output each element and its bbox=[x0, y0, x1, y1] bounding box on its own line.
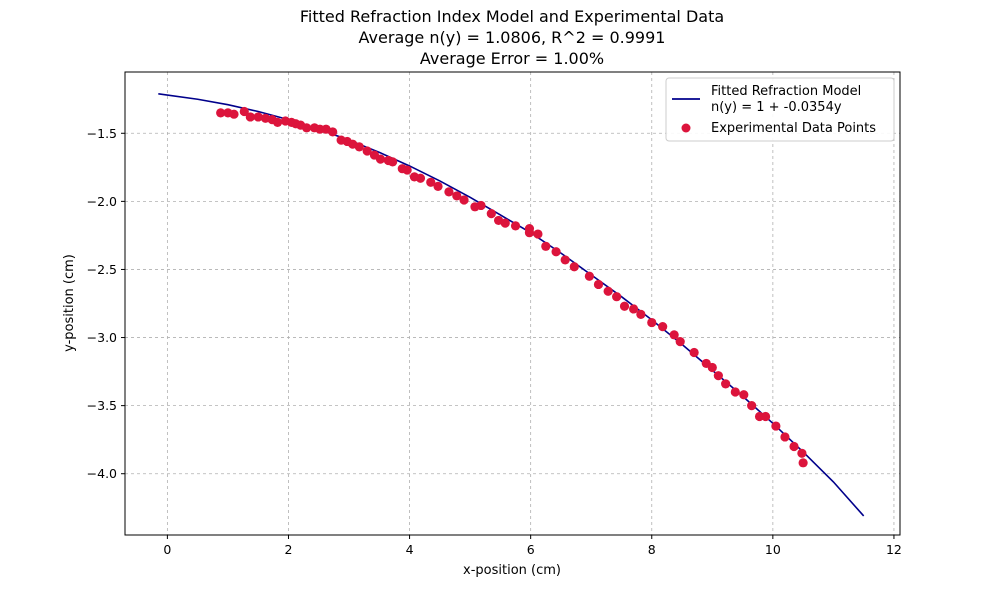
data-point bbox=[253, 112, 263, 122]
data-point bbox=[375, 154, 386, 164]
data-point bbox=[689, 347, 699, 358]
data-point bbox=[500, 218, 510, 228]
data-point bbox=[426, 177, 436, 187]
data-point bbox=[658, 322, 668, 332]
data-point bbox=[612, 292, 622, 302]
x-tick-label: 4 bbox=[406, 542, 414, 557]
x-tick-label: 0 bbox=[163, 542, 171, 557]
y-tick-label: −3.0 bbox=[87, 330, 117, 345]
data-point bbox=[362, 146, 372, 156]
legend-box bbox=[665, 77, 895, 142]
data-point bbox=[533, 229, 543, 239]
x-tick-label: 10 bbox=[765, 542, 781, 557]
y-tick-label: −2.5 bbox=[87, 262, 117, 277]
data-point bbox=[721, 379, 731, 389]
grid bbox=[125, 72, 900, 535]
data-point bbox=[593, 279, 604, 290]
data-point bbox=[760, 411, 771, 422]
data-point bbox=[388, 157, 398, 167]
title-line-2: Average n(y) = 1.0806, R^2 = 0.9991 bbox=[359, 28, 666, 47]
y-axis-label: y-position (cm) bbox=[62, 254, 77, 352]
data-point bbox=[415, 173, 426, 183]
data-point bbox=[669, 330, 679, 340]
data-point bbox=[328, 127, 338, 137]
fit-layer bbox=[158, 92, 865, 517]
x-tick-label: 2 bbox=[285, 542, 293, 557]
y-tick-label: −2.0 bbox=[87, 194, 117, 209]
data-point bbox=[524, 228, 535, 238]
data-point bbox=[302, 123, 312, 133]
data-point bbox=[628, 304, 639, 314]
y-tick-label: −1.5 bbox=[87, 126, 117, 141]
data-point bbox=[603, 286, 613, 296]
legend-fit-label-line-2: n(y) = 1 + -0.0354y bbox=[711, 100, 842, 115]
title-line-3: Average Error = 1.00% bbox=[420, 49, 604, 68]
data-point bbox=[569, 262, 579, 272]
y-tick-label: −4.0 bbox=[87, 466, 117, 481]
legend-points-swatch bbox=[681, 123, 691, 133]
data-point bbox=[636, 309, 646, 319]
data-point bbox=[510, 221, 521, 231]
legend-points-label: Experimental Data Points bbox=[711, 121, 876, 136]
data-point bbox=[551, 247, 561, 257]
data-point bbox=[433, 181, 443, 191]
data-point bbox=[789, 441, 799, 452]
data-point bbox=[797, 448, 807, 458]
x-tick-label: 12 bbox=[886, 542, 902, 557]
data-point bbox=[459, 195, 469, 205]
data-point bbox=[647, 317, 657, 328]
legend-fit-label-line-1: Fitted Refraction Model bbox=[711, 84, 861, 99]
data-point bbox=[584, 271, 594, 281]
y-ticks: −1.5 −2.0 −2.5 −3.0 −3.5 −4.0 bbox=[87, 126, 125, 481]
data-point bbox=[747, 401, 757, 411]
data-point bbox=[780, 432, 790, 442]
data-point bbox=[245, 112, 255, 122]
x-ticks: 0 2 4 6 8 10 12 bbox=[163, 535, 902, 557]
data-point bbox=[739, 390, 749, 400]
x-axis-label: x-position (cm) bbox=[463, 563, 561, 578]
data-point bbox=[541, 241, 551, 251]
points-layer bbox=[216, 106, 808, 468]
data-point bbox=[713, 371, 723, 381]
data-point bbox=[229, 109, 239, 119]
data-point bbox=[486, 209, 496, 219]
x-tick-label: 6 bbox=[527, 542, 535, 557]
chart-title: Fitted Refraction Index Model and Experi… bbox=[300, 7, 724, 68]
data-point bbox=[452, 191, 462, 201]
data-point bbox=[216, 108, 226, 118]
data-point bbox=[239, 106, 249, 117]
data-point bbox=[354, 142, 364, 152]
data-point bbox=[675, 337, 685, 347]
data-point bbox=[798, 458, 808, 468]
data-point bbox=[619, 301, 630, 311]
data-point bbox=[402, 165, 412, 175]
legend: Fitted Refraction Model n(y) = 1 + -0.03… bbox=[665, 77, 895, 142]
x-tick-label: 8 bbox=[648, 542, 656, 557]
y-tick-label: −3.5 bbox=[87, 398, 117, 413]
data-point bbox=[476, 200, 486, 211]
data-point bbox=[771, 421, 781, 431]
data-point bbox=[560, 255, 570, 265]
data-point bbox=[444, 187, 454, 197]
data-point bbox=[272, 117, 283, 127]
plot-frame bbox=[124, 71, 901, 536]
data-point bbox=[730, 387, 740, 397]
fit-line bbox=[158, 92, 865, 517]
title-line-1: Fitted Refraction Index Model and Experi… bbox=[300, 7, 724, 26]
data-point bbox=[707, 362, 717, 373]
